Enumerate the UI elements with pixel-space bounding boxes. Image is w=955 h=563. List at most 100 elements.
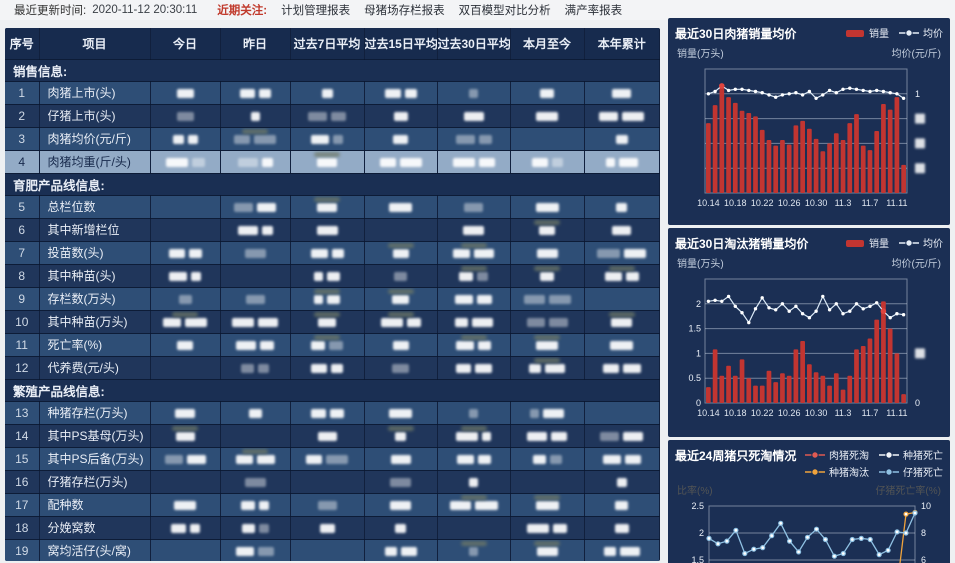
legend-item-种猪死亡[interactable]: 种猪死亡 bbox=[879, 447, 943, 462]
row-label: 总栏位数 bbox=[39, 195, 151, 219]
legend-label: 均价 bbox=[923, 239, 943, 250]
svg-text:10.14: 10.14 bbox=[697, 198, 720, 208]
table-cell-redacted bbox=[364, 539, 438, 561]
table-cell-redacted bbox=[150, 356, 221, 380]
row-label: 窝均活仔(头/窝) bbox=[39, 539, 151, 561]
svg-text:1: 1 bbox=[696, 348, 701, 358]
row-label: 仔猪上市(头) bbox=[39, 104, 151, 128]
table-cell-redacted bbox=[290, 470, 365, 494]
legend-item-均价[interactable]: 均价 bbox=[899, 25, 943, 40]
svg-text:2: 2 bbox=[699, 528, 704, 538]
table-row-7[interactable]: 7 投苗数(头) bbox=[5, 241, 660, 265]
svg-text:2: 2 bbox=[696, 299, 701, 309]
table-row-11[interactable]: 11 死亡率(%) bbox=[5, 333, 660, 357]
legend-item-肉猪死淘[interactable]: 肉猪死淘 bbox=[805, 447, 869, 462]
table-row-16[interactable]: 16 仔猪存栏(万头) bbox=[5, 470, 660, 494]
row-number: 19 bbox=[5, 539, 40, 561]
table-cell-redacted bbox=[584, 264, 660, 288]
table-header-row: 序号 项目 今日 昨日 过去7日平均 过去15日平均 过去30日平均 本月至今 本年累计 bbox=[5, 28, 660, 60]
table-row-9[interactable]: 9 存栏数(万头) bbox=[5, 287, 660, 311]
legend-item-均价[interactable]: 均价 bbox=[899, 235, 943, 250]
svg-text:10.18: 10.18 bbox=[724, 408, 747, 418]
table-cell-redacted bbox=[584, 424, 660, 448]
line-dot-legend-icon bbox=[899, 238, 919, 247]
table-cell-redacted bbox=[510, 333, 585, 357]
svg-text:1.5: 1.5 bbox=[691, 555, 704, 563]
nav-link-capacity-report[interactable]: 满产率报表 bbox=[564, 5, 623, 17]
table-cell-redacted bbox=[510, 424, 585, 448]
table-row-4[interactable]: 4 肉猪均重(斤/头) bbox=[5, 150, 660, 174]
legend-label: 肉猪死淘 bbox=[829, 451, 869, 462]
table-cell-redacted bbox=[150, 333, 221, 357]
bar-line-chart-canvas: 10.14 10.18 10.22 10.26 10.30 11.3 11.7 11.11 2 1… bbox=[688, 278, 925, 418]
table-cell-redacted bbox=[437, 493, 511, 517]
table-row-18[interactable]: 18 分娩窝数 bbox=[5, 516, 660, 540]
row-label: 种猪存栏(万头) bbox=[39, 401, 151, 425]
table-row-2[interactable]: 2 仔猪上市(头) bbox=[5, 104, 660, 128]
svg-text:10.14: 10.14 bbox=[697, 408, 720, 418]
table-cell-redacted bbox=[510, 264, 585, 288]
table-row-8[interactable]: 8 其中种苗(头) bbox=[5, 264, 660, 288]
nav-link-sow-farm-report[interactable]: 母猪场存栏报表 bbox=[364, 5, 445, 17]
table-row-6[interactable]: 6 其中新增栏位 bbox=[5, 218, 660, 242]
legend-item-仔猪死亡[interactable]: 仔猪死亡 bbox=[879, 464, 943, 479]
table-row-14[interactable]: 14 其中PS基母(万头) bbox=[5, 424, 660, 448]
table-cell-redacted bbox=[510, 104, 585, 128]
table-cell-redacted bbox=[584, 401, 660, 425]
nav-link-model-compare[interactable]: 双百模型对比分析 bbox=[458, 5, 551, 17]
row-number: 14 bbox=[5, 424, 40, 448]
table-cell-redacted bbox=[290, 539, 365, 561]
table-row-13[interactable]: 13 种猪存栏(万头) bbox=[5, 401, 660, 425]
legend-label: 销量 bbox=[869, 29, 889, 40]
table-cell-redacted bbox=[364, 218, 438, 242]
table-row-1[interactable]: 1 肉猪上市(头) bbox=[5, 81, 660, 105]
table-cell-redacted bbox=[437, 470, 511, 494]
legend-label: 均价 bbox=[923, 29, 943, 40]
table-cell-redacted bbox=[150, 104, 221, 128]
section-title: 繁殖产品线信息: bbox=[5, 379, 660, 402]
legend-item-销量[interactable]: 销量 bbox=[845, 25, 889, 40]
table-cell-redacted bbox=[584, 447, 660, 471]
legend-item-销量[interactable]: 销量 bbox=[845, 235, 889, 250]
topbar: 最近更新时间: 2020-11-12 20:30:11 近期关注: 计划管理报表… bbox=[0, 0, 955, 20]
table-cell-redacted bbox=[437, 195, 511, 219]
table-row-5[interactable]: 5 总栏位数 bbox=[5, 195, 660, 219]
nav-link-plan-report[interactable]: 计划管理报表 bbox=[281, 5, 351, 17]
updated-time-label: 最近更新时间: bbox=[14, 5, 87, 17]
svg-text:11.3: 11.3 bbox=[835, 198, 852, 208]
table-cell-redacted bbox=[364, 241, 438, 265]
row-label: 配种数 bbox=[39, 493, 151, 517]
row-label: 其中PS基母(万头) bbox=[39, 424, 151, 448]
table-cell-redacted bbox=[220, 150, 291, 174]
row-number: 18 bbox=[5, 516, 40, 540]
table-row-10[interactable]: 10 其中种苗(万头) bbox=[5, 310, 660, 334]
table-cell-redacted bbox=[364, 150, 438, 174]
table-cell-redacted bbox=[220, 81, 291, 105]
table-cell-redacted bbox=[437, 127, 511, 151]
table-cell-redacted bbox=[584, 287, 660, 311]
legend-item-种猪淘汰[interactable]: 种猪淘汰 bbox=[805, 464, 869, 479]
row-label: 代养费(元/头) bbox=[39, 356, 151, 380]
row-label: 投苗数(头) bbox=[39, 241, 151, 265]
table-row-15[interactable]: 15 其中PS后备(万头) bbox=[5, 447, 660, 471]
table-cell-redacted bbox=[290, 241, 365, 265]
table-cell-redacted bbox=[510, 516, 585, 540]
table-cell-redacted bbox=[510, 310, 585, 334]
table-cell-redacted bbox=[437, 539, 511, 561]
row-label: 其中新增栏位 bbox=[39, 218, 151, 242]
table-row-19[interactable]: 19 窝均活仔(头/窝) bbox=[5, 539, 660, 561]
table-row-17[interactable]: 17 配种数 bbox=[5, 493, 660, 517]
svg-text:10.18: 10.18 bbox=[724, 198, 747, 208]
table-cell-redacted bbox=[364, 127, 438, 151]
table-cell-redacted bbox=[290, 264, 365, 288]
table-row-12[interactable]: 12 代养费(元/头) bbox=[5, 356, 660, 380]
chart-title: 最近30日淘汰猪销量均价 bbox=[675, 237, 809, 251]
table-cell-redacted bbox=[364, 424, 438, 448]
table-row-3[interactable]: 3 肉猪均价(元/斤) bbox=[5, 127, 660, 151]
table-cell-redacted bbox=[290, 516, 365, 540]
row-number: 11 bbox=[5, 333, 40, 357]
table-cell-redacted bbox=[220, 195, 291, 219]
table-cell-redacted bbox=[290, 401, 365, 425]
table-cell-redacted bbox=[584, 127, 660, 151]
